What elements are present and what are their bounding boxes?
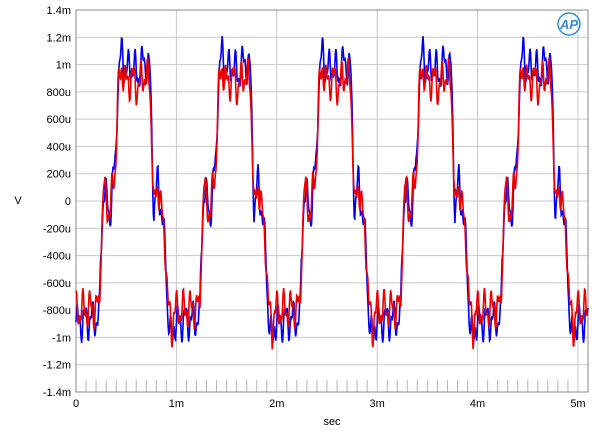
- y-tick-label: -1m: [52, 332, 71, 344]
- y-tick-label: 1.2m: [47, 32, 71, 44]
- x-tick-label: 0: [73, 398, 79, 410]
- x-tick-label: 5m: [570, 398, 585, 410]
- y-tick-label: 0: [65, 196, 71, 208]
- y-tick-label: 800u: [47, 87, 71, 99]
- y-tick-label: 1m: [56, 60, 71, 72]
- y-tick-label: 1.4m: [47, 5, 71, 17]
- y-axis-label: V: [14, 195, 22, 207]
- y-tick-label: 600u: [47, 114, 71, 126]
- ap-logo-text: AP: [559, 17, 578, 32]
- x-tick-label: 4m: [470, 398, 485, 410]
- y-tick-label: -1.2m: [43, 360, 71, 372]
- x-tick-labels: 0 1m 2m 3m 4m 5m: [73, 398, 586, 410]
- y-tick-label: -200u: [43, 223, 71, 235]
- y-tick-label: 400u: [47, 141, 71, 153]
- x-axis-label: sec: [323, 416, 341, 428]
- x-tick-label: 3m: [370, 398, 385, 410]
- chart-series: [75, 35, 589, 350]
- ap-logo-ring: [557, 12, 581, 36]
- y-tick-labels: 1.4m 1.2m 1m 800u 600u 400u 200u 0 -200u -400u -60…: [43, 5, 71, 399]
- y-tick-label: 200u: [47, 169, 71, 181]
- x-tick-label: 1m: [169, 398, 184, 410]
- x-tick-label: 2m: [269, 398, 284, 410]
- y-tick-label: -600u: [43, 278, 71, 290]
- plot-frame: [75, 9, 589, 393]
- y-tick-label: -800u: [43, 305, 71, 317]
- y-tick-label: -1.4m: [43, 387, 71, 399]
- chart-grid: [75, 9, 588, 393]
- x-minor-ticks: [85, 380, 589, 392]
- y-tick-label: -400u: [43, 251, 71, 263]
- series-line-2: [75, 57, 589, 350]
- ap-logo: AP: [557, 12, 581, 36]
